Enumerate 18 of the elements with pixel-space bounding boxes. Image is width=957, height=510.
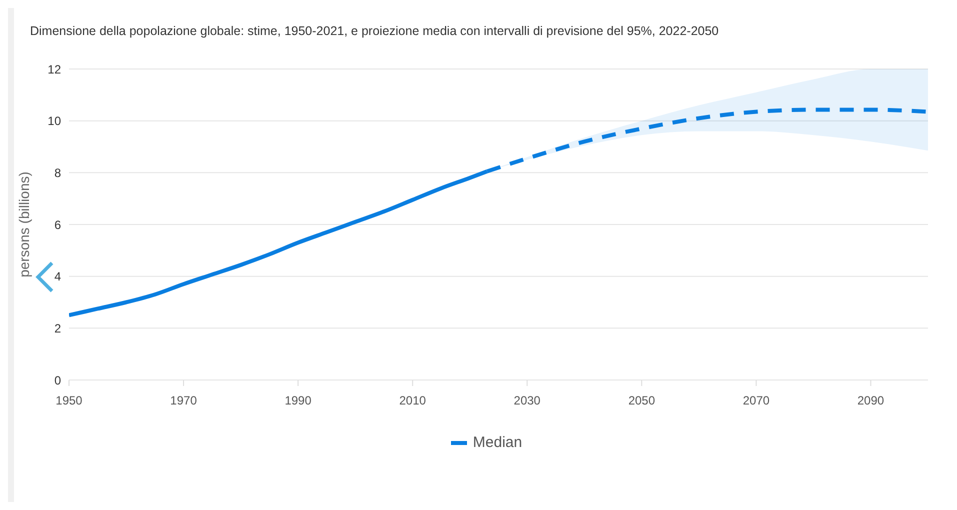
chart-title: Dimensione della popolazione globale: stime, 1950-2021, e proiezione media con intervalli di previsione del 95%, 2022-2050 xyxy=(30,24,719,38)
x-tick-label: 1970 xyxy=(170,394,198,408)
x-tick-label: 2050 xyxy=(628,394,656,408)
x-tick-label: 2090 xyxy=(857,394,884,408)
y-tick-label: 6 xyxy=(54,218,62,232)
x-tick-label: 1950 xyxy=(56,394,83,408)
y-axis-title: persons (billions) xyxy=(16,172,32,278)
legend-label: Median xyxy=(472,434,522,451)
y-tick-label: 4 xyxy=(54,270,62,284)
y-tick-label: 2 xyxy=(54,321,62,336)
y-tick-label: 0 xyxy=(54,373,62,388)
y-tick-label: 8 xyxy=(54,166,62,180)
x-tick-label: 1990 xyxy=(284,394,312,408)
y-tick-label: 12 xyxy=(48,62,62,76)
y-tick-label: 10 xyxy=(48,114,62,128)
x-tick-label: 2010 xyxy=(399,394,426,408)
x-tick-label: 2030 xyxy=(514,394,541,408)
x-tick-label: 2070 xyxy=(742,394,770,408)
